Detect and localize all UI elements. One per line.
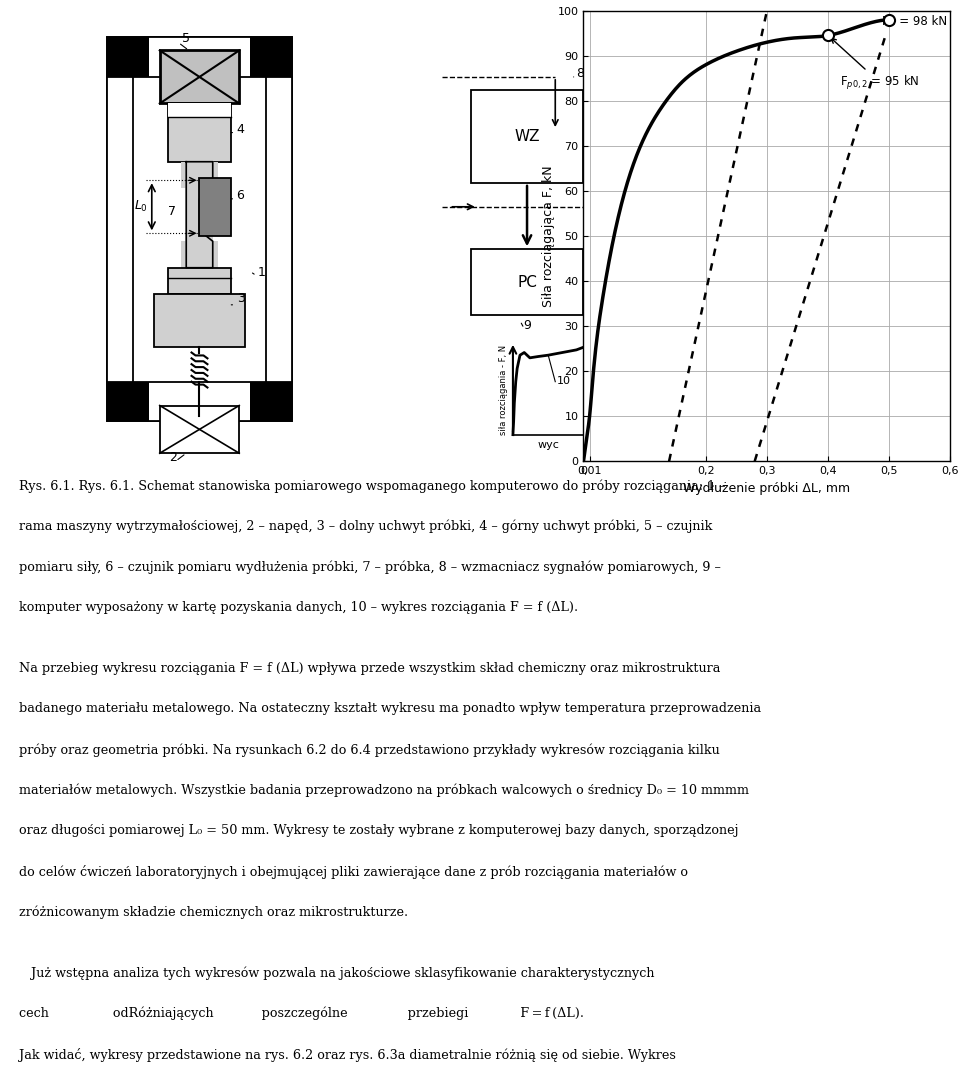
Text: PC: PC bbox=[517, 275, 537, 290]
Text: materiałów metalowych. Wszystkie badania przeprowadzono na próbkach walcowych o : materiałów metalowych. Wszystkie badania… bbox=[19, 784, 749, 797]
Bar bbox=[107, 77, 133, 382]
Text: 6: 6 bbox=[236, 189, 245, 202]
Text: badanego materiału metalowego. Na ostateczny kształt wykresu ma ponadto wpływ te: badanego materiału metalowego. Na ostate… bbox=[19, 702, 761, 715]
Text: 2: 2 bbox=[169, 451, 177, 464]
Bar bbox=[107, 382, 149, 421]
Text: rama maszyny wytrzymałościowej, 2 – napęd, 3 – dolny uchwyt próbki, 4 – górny uc: rama maszyny wytrzymałościowej, 2 – napę… bbox=[19, 520, 712, 533]
Bar bbox=[266, 77, 292, 382]
Bar bbox=[180, 242, 218, 267]
Bar bbox=[470, 90, 584, 183]
Bar bbox=[107, 37, 292, 77]
Text: oraz długości pomiarowej L₀ = 50 mm. Wykresy te zostały wybrane z komputerowej b: oraz długości pomiarowej L₀ = 50 mm. Wyk… bbox=[19, 824, 738, 837]
Text: 5: 5 bbox=[182, 32, 190, 46]
Text: WZ: WZ bbox=[515, 129, 540, 144]
Bar bbox=[250, 37, 292, 77]
Bar bbox=[470, 249, 584, 315]
Text: zróżnicowanym składzie chemicznych oraz mikrostrukturze.: zróżnicowanym składzie chemicznych oraz … bbox=[19, 905, 408, 919]
Bar bbox=[159, 405, 239, 453]
Bar bbox=[107, 382, 292, 421]
Bar bbox=[180, 161, 218, 188]
Text: cech                odRóżniających            poszczególne               przebie: cech odRóżniających poszczególne przebie bbox=[19, 1007, 584, 1021]
Text: 9: 9 bbox=[523, 319, 531, 331]
Bar bbox=[186, 188, 213, 242]
Text: 8: 8 bbox=[576, 67, 585, 80]
Text: 10: 10 bbox=[557, 376, 570, 386]
Text: próby oraz geometria próbki. Na rysunkach 6.2 do 6.4 przedstawiono przykłady wyk: próby oraz geometria próbki. Na rysunkac… bbox=[19, 743, 720, 757]
Bar bbox=[107, 37, 149, 77]
Bar bbox=[168, 104, 231, 161]
Bar bbox=[107, 37, 292, 421]
Text: 1: 1 bbox=[258, 266, 266, 279]
Text: 4: 4 bbox=[236, 123, 245, 136]
Bar bbox=[168, 104, 231, 117]
Bar bbox=[159, 50, 239, 104]
Text: wyc: wyc bbox=[538, 440, 559, 450]
Text: F$_{p0,2}$ = 95 kN: F$_{p0,2}$ = 95 kN bbox=[831, 38, 920, 92]
Text: komputer wyposażony w kartę pozyskania danych, 10 – wykres rozciągania F = f (ΔL: komputer wyposażony w kartę pozyskania d… bbox=[19, 601, 578, 614]
Text: siła rozciągania - F, N: siła rozciągania - F, N bbox=[498, 344, 508, 435]
Text: $L_0$: $L_0$ bbox=[134, 199, 148, 214]
Text: do celów ćwiczeń laboratoryjnych i obejmującej pliki zawierające dane z prób roz: do celów ćwiczeń laboratoryjnych i obejm… bbox=[19, 865, 688, 879]
Text: Rys. 6.1. Rys. 6.1. Schemat stanowiska pomiarowego wspomaganego komputerowo do p: Rys. 6.1. Rys. 6.1. Schemat stanowiska p… bbox=[19, 479, 726, 493]
Text: Już wstępna analiza tych wykresów pozwala na jakościowe sklasyfikowanie charakte: Już wstępna analiza tych wykresów pozwal… bbox=[19, 966, 655, 980]
Text: Na przebieg wykresu rozciągania F = f (ΔL) wpływa przede wszystkim skład chemicz: Na przebieg wykresu rozciągania F = f (Δ… bbox=[19, 662, 720, 675]
Bar bbox=[168, 267, 231, 294]
Bar bbox=[250, 382, 292, 421]
Text: 7: 7 bbox=[168, 205, 176, 218]
X-axis label: Wydłużenie próbki ΔL, mm: Wydłużenie próbki ΔL, mm bbox=[684, 481, 851, 495]
Polygon shape bbox=[186, 161, 213, 267]
Y-axis label: Siła rozciągająca F, kN: Siła rozciągająca F, kN bbox=[541, 165, 555, 307]
Text: 3: 3 bbox=[236, 292, 245, 305]
Bar bbox=[155, 294, 245, 347]
Bar bbox=[200, 177, 231, 236]
Text: Jak widać, wykresy przedstawione na rys. 6.2 oraz rys. 6.3a diametralnie różnią : Jak widać, wykresy przedstawione na rys.… bbox=[19, 1048, 676, 1062]
Text: Fu = 98 kN: Fu = 98 kN bbox=[882, 15, 948, 28]
Text: pomiaru siły, 6 – czujnik pomiaru wydłużenia próbki, 7 – próbka, 8 – wzmacniacz : pomiaru siły, 6 – czujnik pomiaru wydłuż… bbox=[19, 560, 721, 574]
